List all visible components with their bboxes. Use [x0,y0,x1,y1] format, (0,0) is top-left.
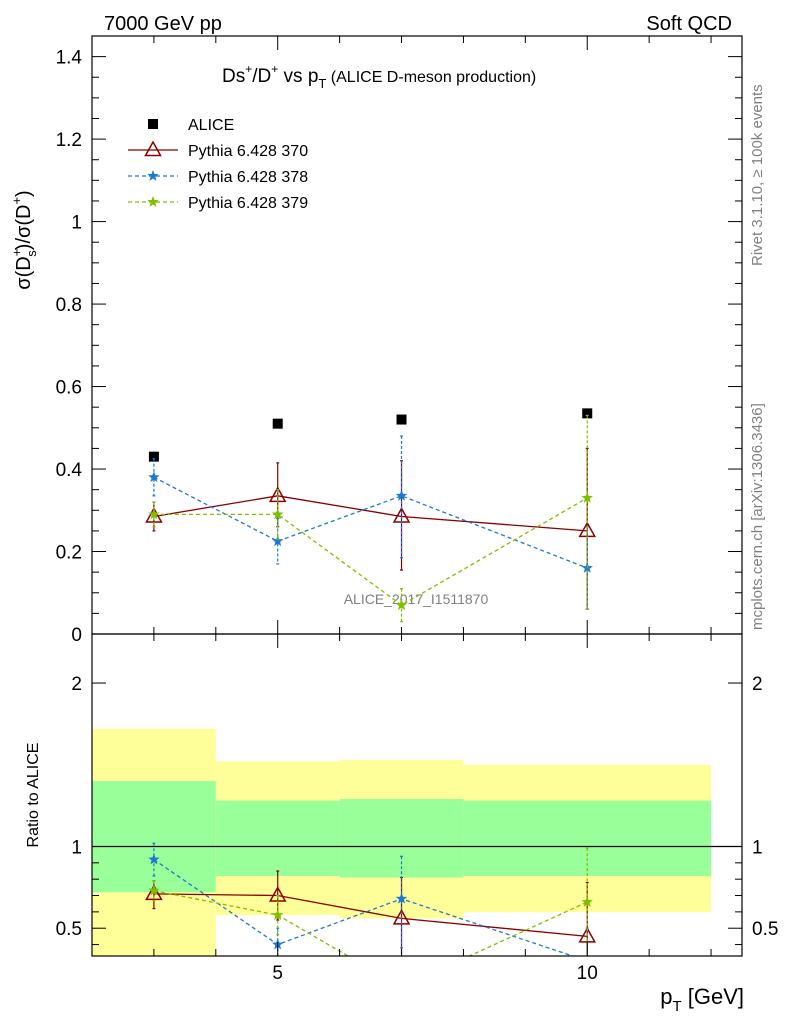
ratio-y-tick-label: 1 [71,837,82,858]
data-point-square [148,119,158,129]
rivet-version-label: Rivet 3.1.10, ≥ 100k events [749,84,766,266]
data-point-star [148,508,160,520]
data-point-triangle [145,506,163,523]
data-point-triangle [144,140,162,157]
legend-entry: Pythia 6.428 378 [128,169,308,186]
data-point-triangle [145,884,163,901]
ratio-y-tick-label-right: 1 [752,837,763,858]
legend-entry: Pythia 6.428 379 [128,195,308,212]
x-axis-label: pT [GeV] [660,984,744,1015]
header-left-label: 7000 GeV pp [104,13,222,35]
y-tick-label: 0.4 [56,460,83,481]
x-tick-label: 10 [577,963,598,984]
data-point-star [395,892,408,904]
ratio-y-tick-label: 2 [71,674,82,695]
data-point-star [148,884,160,896]
data-point-star [395,489,408,501]
data-point-star [147,170,159,181]
series-line [153,495,588,532]
legend-entry: ALICE [148,117,234,134]
data-point-square [396,414,407,425]
ratio-plot-frame [91,633,743,957]
y-tick-label: 1.4 [56,48,83,69]
ratio-y-axis-label: Ratio to ALICE [25,743,42,848]
axes-frame: 5 10 0 0.2 0.4 0.6 0.8 1 1.2 1.4 0.5 0.5 1 1 2 2 [56,35,778,984]
analysis-watermark: ALICE_2017_I1511870 [344,591,489,607]
legend-label: Pythia 6.428 370 [188,143,308,160]
y-tick-label: 1 [71,213,82,234]
data-point-star [148,853,160,865]
ratio-plot-series [145,842,597,992]
x-tick-label: 5 [272,963,283,984]
data-point-star [396,981,407,992]
data-point-star [272,909,284,920]
series-line [153,497,588,606]
series-pythia-6-428-370 [145,447,597,610]
data-point-star [581,491,593,503]
legend-label: Pythia 6.428 378 [188,169,308,186]
main-y-axis-label: σ(D+s)/σ(D+) [9,190,39,289]
series-alice [148,408,593,462]
series-line [153,893,588,938]
legend: ALICE Pythia 6.428 370 Pythia 6.428 378 Pyt… [128,117,308,212]
y-tick-label: 1.2 [56,130,82,151]
ratio-y-tick-label-right: 2 [752,674,763,695]
y-tick-label: 0 [71,625,82,646]
data-point-star [581,896,593,907]
mcplots-url-label: mcplots.cern.ch [arXiv:1306.3436] [749,403,766,630]
data-point-star [272,508,284,520]
data-point-star [148,471,160,483]
y-tick-label: 0.8 [56,295,82,316]
ratio-uncertainty-bands [92,728,742,956]
series-line [153,859,575,956]
legend-label: Pythia 6.428 379 [188,195,308,212]
series-pythia-6-428-378 [148,435,593,610]
data-point-square [148,451,159,462]
data-point-triangle [578,926,597,943]
data-point-star [272,535,284,547]
ratio-y-tick-label-right: 0.5 [752,919,778,940]
data-point-square [272,418,283,429]
ratio-y-tick-label: 0.5 [56,919,82,940]
legend-label: ALICE [188,117,234,134]
header-right-label: Soft QCD [646,13,732,35]
main-plot-series [145,408,597,623]
ratio-band-inner [339,799,464,878]
ratio-band-inner [215,800,340,876]
legend-entry: Pythia 6.428 370 [128,140,308,160]
series-line [153,476,588,569]
data-point-square [582,408,593,419]
series-pythia-6-428-379 [148,414,593,623]
data-point-star [395,599,408,610]
y-tick-label: 0.2 [56,543,82,564]
data-point-star [147,196,159,207]
main-plot-title: Ds+/D+ vs pT (ALICE D-meson production) [222,62,536,91]
y-tick-label: 0.6 [56,378,82,399]
